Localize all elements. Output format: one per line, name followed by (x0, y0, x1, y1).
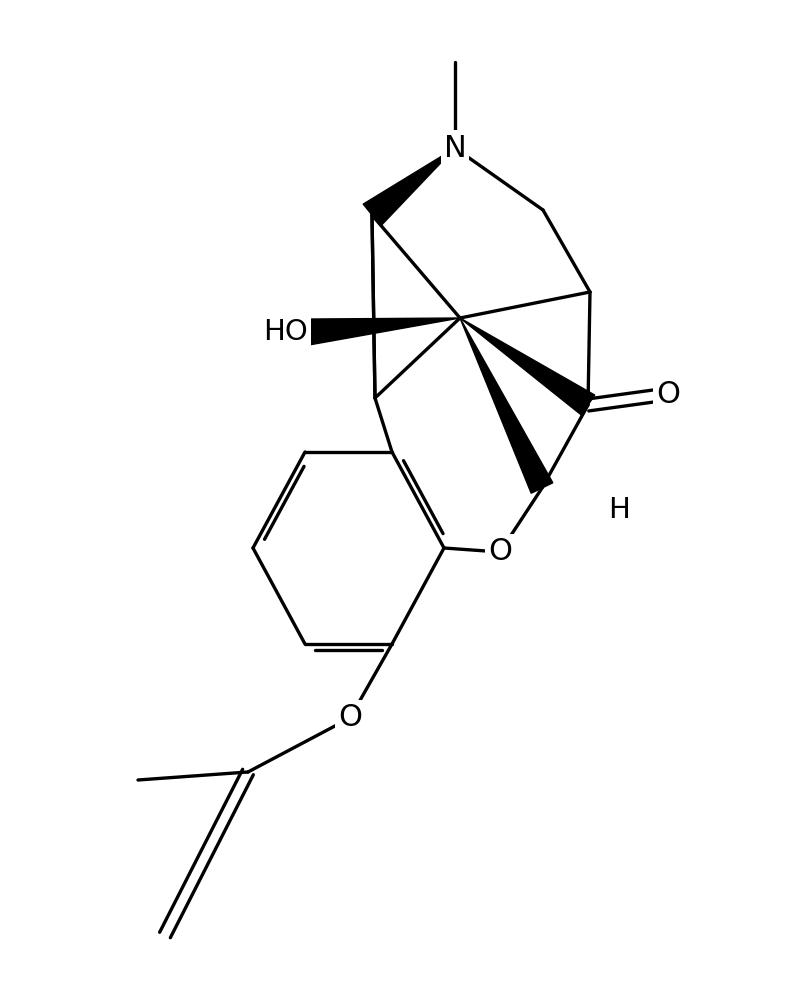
Text: O: O (338, 703, 362, 732)
Text: O: O (656, 379, 680, 408)
Polygon shape (460, 318, 595, 415)
Text: N: N (444, 133, 466, 162)
Polygon shape (364, 148, 455, 226)
Text: O: O (488, 537, 512, 566)
Text: H: H (608, 496, 630, 524)
Polygon shape (460, 318, 553, 493)
Polygon shape (307, 318, 460, 345)
Text: HO: HO (263, 318, 308, 346)
